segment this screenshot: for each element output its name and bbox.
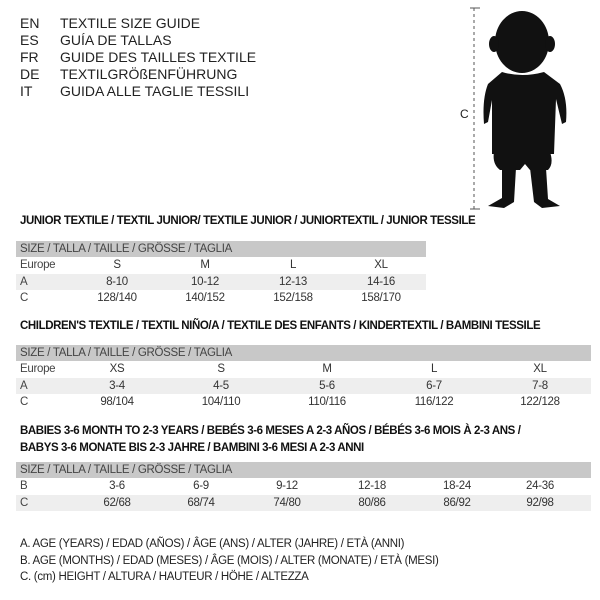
table-cell: 18-24 (443, 480, 471, 492)
table-cell: 104/110 (201, 396, 241, 408)
table-cell: 6-7 (426, 379, 442, 392)
table-header: SIZE / TALLA / TAILLE / GRÖSSE / TAGLIA (16, 345, 591, 361)
table-row: A 3-4 4-5 5-6 6-7 7-8 (16, 377, 591, 394)
table-cell: S (217, 363, 225, 375)
table-cell: 24-36 (526, 480, 554, 492)
table-cell: 5-6 (319, 379, 335, 392)
note-height: C. (cm) HEIGHT / ALTURA / HAUTEUR / HÖHE… (20, 571, 309, 583)
table-cell: 3-4 (109, 379, 125, 392)
height-label: C (460, 107, 469, 121)
table-cell: 12-18 (358, 480, 386, 492)
table-cell: 7-8 (532, 379, 548, 392)
lang-de: DE TEXTILGRÖßENFÜHRUNG (20, 66, 238, 82)
table-cell: 92/98 (526, 496, 554, 509)
children-size-table: SIZE / TALLA / TAILLE / GRÖSSE / TAGLIA … (16, 345, 591, 411)
table-cell: 8-10 (106, 275, 128, 288)
table-cell: 10-12 (191, 275, 219, 288)
table-cell: 62/68 (103, 496, 131, 509)
babies-title-line1: BABIES 3-6 MONTH TO 2-3 YEARS / BEBÉS 3-… (20, 425, 521, 437)
note-age-months: B. AGE (MONTHS) / EDAD (MESES) / ÂGE (MO… (20, 555, 439, 567)
children-title: CHILDREN'S TEXTILE / TEXTIL NIÑO/A / TEX… (20, 320, 541, 332)
language-list: EN TEXTILE SIZE GUIDE ES GUÍA DE TALLAS FR… (20, 15, 256, 100)
junior-size-table: SIZE / TALLA / TAILLE / GRÖSSE / TAGLIA … (16, 241, 426, 307)
lang-it: IT GUIDA ALLE TAGLIE TESSILI (20, 83, 250, 99)
babies-title-line2: BABYS 3-6 MONATE BIS 2-3 JAHRE / BAMBINI… (20, 442, 364, 454)
babies-size-table: SIZE / TALLA / TAILLE / GRÖSSE / TAGLIA … (16, 462, 591, 511)
table-header: SIZE / TALLA / TAILLE / GRÖSSE / TAGLIA (16, 241, 426, 257)
table-row: C 98/104 104/110 110/116 116/122 122/128 (16, 394, 591, 411)
table-cell: 140/152 (185, 292, 225, 304)
lang-es: ES GUÍA DE TALLAS (20, 32, 172, 48)
table-cell: 68/74 (187, 496, 215, 509)
table-cell: 12-13 (279, 275, 307, 288)
table-row: Europe S M L XL (16, 257, 426, 274)
table-cell: 3-6 (109, 480, 125, 492)
table-cell: 14-16 (367, 275, 395, 288)
table-row: A 8-10 10-12 12-13 14-16 (16, 273, 426, 290)
table-cell: S (113, 259, 121, 271)
table-cell: XL (533, 363, 547, 375)
table-cell: M (322, 363, 332, 375)
table-cell: 98/104 (100, 396, 134, 408)
lang-en: EN TEXTILE SIZE GUIDE (20, 15, 201, 31)
table-cell: 116/122 (414, 396, 454, 408)
table-cell: 86/92 (443, 496, 471, 509)
baby-silhouette-icon (470, 7, 567, 210)
note-age-years: A. AGE (YEARS) / EDAD (AÑOS) / ÂGE (ANS)… (20, 538, 405, 550)
table-row: C 128/140 140/152 152/158 158/170 (16, 290, 426, 307)
table-cell: 128/140 (97, 292, 137, 304)
table-row: B 3-6 6-9 9-12 12-18 18-24 24-36 (16, 478, 591, 495)
table-cell: L (289, 259, 297, 271)
table-cell: M (200, 259, 210, 271)
table-cell: 80/86 (358, 496, 386, 509)
table-cell: 6-9 (193, 480, 209, 492)
table-row: Europe XS S M L XL (16, 361, 591, 378)
table-cell: XL (374, 259, 388, 271)
table-cell: L (430, 363, 438, 375)
table-cell: 74/80 (273, 496, 301, 509)
table-cell: 122/128 (520, 396, 560, 408)
table-cell: XS (109, 363, 125, 375)
table-cell: 4-5 (213, 379, 229, 392)
table-cell: 9-12 (276, 480, 298, 492)
table-row: C 62/68 68/74 74/80 80/86 86/92 92/98 (16, 494, 591, 511)
table-cell: 152/158 (273, 292, 313, 304)
table-cell: 110/116 (308, 396, 346, 408)
table-header: SIZE / TALLA / TAILLE / GRÖSSE / TAGLIA (16, 462, 591, 478)
table-cell: 158/170 (361, 292, 401, 304)
lang-fr: FR GUIDE DES TAILLES TEXTILE (20, 49, 257, 65)
junior-title: JUNIOR TEXTILE / TEXTIL JUNIOR/ TEXTILE … (20, 215, 476, 227)
